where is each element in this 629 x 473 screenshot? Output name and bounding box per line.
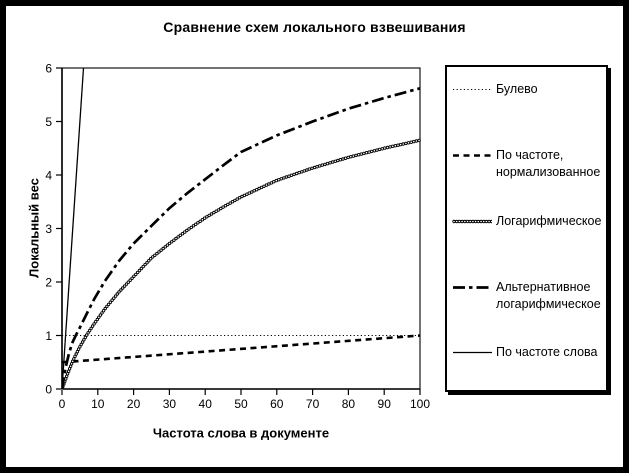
- x-tick-label: 20: [127, 397, 141, 411]
- series-1: [61, 334, 421, 364]
- y-tick-label: 1: [45, 329, 52, 343]
- legend-sample-logarithmic: [452, 219, 492, 224]
- x-ticks: 0 10 20 30 40 50 60 70 80 90 100: [59, 389, 430, 411]
- x-tick-label: 10: [91, 397, 105, 411]
- y-tick-label: 2: [45, 276, 52, 290]
- x-tick-label: 30: [163, 397, 177, 411]
- x-tick-label: 70: [306, 397, 320, 411]
- x-tick-label: 0: [59, 397, 66, 411]
- legend-sample-raw-frequency: [453, 351, 492, 354]
- legend-item-raw-frequency: По частоте слова: [452, 344, 604, 361]
- legend-item-alternative-logarithmic: Альтернативное логарифмическое: [452, 279, 604, 313]
- series-3: [61, 86, 421, 390]
- x-tick-label: 80: [342, 397, 356, 411]
- x-tick-label: 40: [199, 397, 213, 411]
- x-axis-label: Частота слова в документе: [152, 425, 330, 441]
- x-tick-label: 60: [270, 397, 284, 411]
- x-tick-label: 90: [378, 397, 392, 411]
- y-tick-label: 3: [45, 222, 52, 236]
- x-tick-label: 100: [410, 397, 430, 411]
- legend-sample-alternative-logarithmic: [453, 286, 492, 289]
- plot-frame: [61, 67, 421, 390]
- legend-label-normalized-frequency: По частоте, нормализованное: [496, 148, 601, 179]
- legend-item-boolean: Булево: [452, 81, 604, 98]
- y-tick-label: 6: [45, 62, 52, 76]
- y-ticks: 0 1 2 3 4 5 6: [45, 62, 62, 397]
- legend-item-logarithmic: Логарифмическое: [452, 213, 604, 230]
- legend-label-raw-frequency: По частоте слова: [496, 345, 598, 359]
- legend-label-alternative-logarithmic: Альтернативное логарифмическое: [496, 280, 601, 311]
- plot-area: 0 10 20 30 40 50 60 70 80 90 100 0 1 2 3 4 5 6: [45, 62, 430, 412]
- chart-title: Сравнение схем локального взвешивания: [163, 19, 466, 35]
- legend: Булево По частоте, нормализованное Логар…: [445, 65, 608, 392]
- y-tick-label: 0: [45, 383, 52, 397]
- legend-sample-boolean: [453, 89, 492, 90]
- legend-label-logarithmic: Логарифмическое: [496, 214, 602, 228]
- legend-label-boolean: Булево: [496, 82, 538, 96]
- series-4: [61, 67, 85, 390]
- x-tick-label: 50: [234, 397, 248, 411]
- y-tick-label: 5: [45, 115, 52, 129]
- y-tick-label: 4: [45, 169, 52, 183]
- y-axis-label: Локальный вес: [26, 178, 42, 278]
- series-2: [61, 138, 421, 390]
- legend-sample-normalized-frequency: [453, 154, 492, 157]
- legend-item-normalized-frequency: По частоте, нормализованное: [452, 147, 604, 181]
